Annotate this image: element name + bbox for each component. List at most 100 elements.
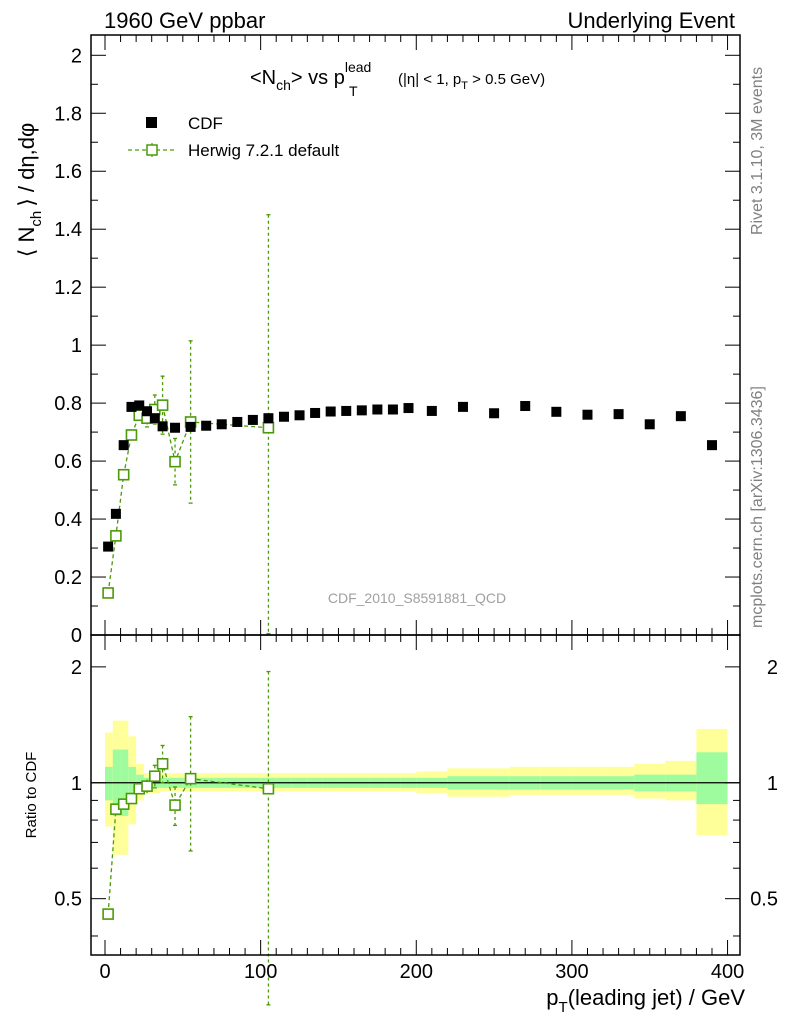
header-left: 1960 GeV ppbar <box>104 8 265 33</box>
ratio-frame <box>90 634 741 956</box>
ratio-y-tick-label-left: 0.5 <box>54 889 82 911</box>
title-cond: (|η| < 1, p <box>398 71 461 88</box>
ratio-y-tick-labels: 0.5 0.5 1 1 2 2 <box>54 657 778 911</box>
mc-line <box>107 762 269 915</box>
x-tick-label: 400 <box>711 961 744 983</box>
cdf-point <box>201 420 212 431</box>
ratio-y-tick-label-right: 2 <box>767 657 778 679</box>
legend-cdf-marker <box>146 117 157 128</box>
cdf-point <box>134 400 145 411</box>
cdf-point <box>457 401 468 412</box>
title-pt-sup: lead <box>345 59 371 75</box>
mc-point <box>262 421 275 434</box>
ratio-axis-ticks <box>91 635 740 955</box>
title-cond-sub: T <box>461 80 468 92</box>
mc-point <box>169 455 181 468</box>
mc-point <box>125 429 138 441</box>
mc-point <box>184 772 197 785</box>
main-y-tick-label: 1 <box>71 335 82 357</box>
cdf-point <box>185 421 196 432</box>
rivet-label: Rivet 3.1.10, 3M events <box>749 67 766 235</box>
title-pt-sub: T <box>349 83 358 99</box>
title-condition: (|η| < 1, pT > 0.5 GeV) <box>398 71 545 92</box>
ylabel-main-b: ⟩ / dη,dφ <box>14 123 39 207</box>
cdf-point <box>149 413 160 424</box>
title-lhs: <N <box>250 67 276 89</box>
cdf-point <box>216 419 227 430</box>
main-y-tick-label: 0.6 <box>54 451 82 473</box>
mc-point <box>156 758 169 770</box>
ratio-y-tick-label-left: 1 <box>71 773 82 795</box>
cdf-point <box>110 508 121 519</box>
xlabel-a: p <box>546 985 558 1010</box>
cdf-point <box>341 405 352 416</box>
cdf-series-main <box>103 400 717 552</box>
ratio-y-axis-label: Ratio to CDF <box>23 752 40 839</box>
ratio-y-tick-label-right: 1 <box>767 773 778 795</box>
cdf-point <box>232 416 243 427</box>
cdf-point <box>582 409 593 420</box>
cdf-point <box>489 408 500 419</box>
cdf-point <box>387 404 398 415</box>
ratio-y-tick-label-left: 2 <box>71 657 82 679</box>
cdf-point <box>325 406 336 417</box>
main-y-tick-labels: 0 0.2 0.4 0.6 0.8 1 1.2 1.4 1.6 1.8 2 <box>54 45 82 647</box>
main-y-tick-label: 1.6 <box>54 161 82 183</box>
cdf-point <box>157 421 168 432</box>
ratio-panel: 0.5 0.5 1 1 2 2 <box>54 634 778 1006</box>
main-y-tick-label: 1.2 <box>54 277 82 299</box>
plot-title: <Nch> vs plead <box>250 59 371 93</box>
mc-point <box>156 399 169 411</box>
mc-point <box>110 530 122 542</box>
main-y-tick-label: 2 <box>71 45 82 67</box>
cdf-point <box>356 405 367 416</box>
x-axis-label: pT(leading jet) / GeV <box>546 985 745 1016</box>
legend-mc-marker <box>146 144 158 156</box>
ratio-band-inner <box>128 766 137 801</box>
mc-point <box>117 468 130 481</box>
ylabel-main-sub: ch <box>28 211 45 227</box>
main-y-tick-label: 0.8 <box>54 393 82 415</box>
mc-point <box>262 782 275 795</box>
cdf-point <box>310 407 321 418</box>
cdf-point <box>706 440 717 451</box>
title-mid: > vs p <box>291 67 345 89</box>
mc-point <box>125 792 138 805</box>
mcplots-label: mcplots.cern.ch [arXiv:1306.3436] <box>749 386 766 628</box>
cdf-point <box>551 406 562 417</box>
ylabel-main-a: ⟨ N <box>14 227 39 258</box>
cdf-point <box>675 411 686 422</box>
cdf-point <box>294 410 305 421</box>
legend-cdf-label: CDF <box>188 114 223 133</box>
cdf-point <box>126 401 137 412</box>
mc-point <box>102 908 114 920</box>
main-y-tick-label: 1.8 <box>54 103 82 125</box>
cdf-point <box>103 541 114 552</box>
cdf-point <box>426 405 437 416</box>
main-y-tick-label: 0.4 <box>54 509 82 531</box>
cdf-point <box>118 440 129 451</box>
cdf-point <box>644 419 655 430</box>
x-tick-label: 100 <box>244 961 277 983</box>
cdf-point <box>403 403 414 414</box>
cdf-point <box>247 414 258 425</box>
ratio-band-inner <box>105 766 113 801</box>
cdf-point <box>170 422 181 433</box>
mc-point <box>141 780 153 792</box>
x-tick-labels: 0 100 200 300 400 <box>99 961 744 983</box>
mc-point <box>149 770 161 783</box>
ratio-band-inner <box>696 752 728 805</box>
title-lhs-sub: ch <box>276 77 291 93</box>
xlabel-sub: T <box>559 999 568 1016</box>
x-tick-label: 300 <box>555 961 588 983</box>
main-panel: 0 0.2 0.4 0.6 0.8 1 1.2 1.4 1.6 1.8 2 <box>54 34 741 647</box>
mc-point <box>102 587 114 599</box>
x-tick-label: 200 <box>400 961 433 983</box>
title-cond-end: > 0.5 GeV) <box>468 71 545 88</box>
x-tick-label: 0 <box>99 961 110 983</box>
main-y-tick-label: 1.4 <box>54 219 82 241</box>
cdf-point <box>263 413 274 424</box>
analysis-watermark: CDF_2010_S8591881_QCD <box>328 590 506 606</box>
cdf-point <box>372 404 383 415</box>
